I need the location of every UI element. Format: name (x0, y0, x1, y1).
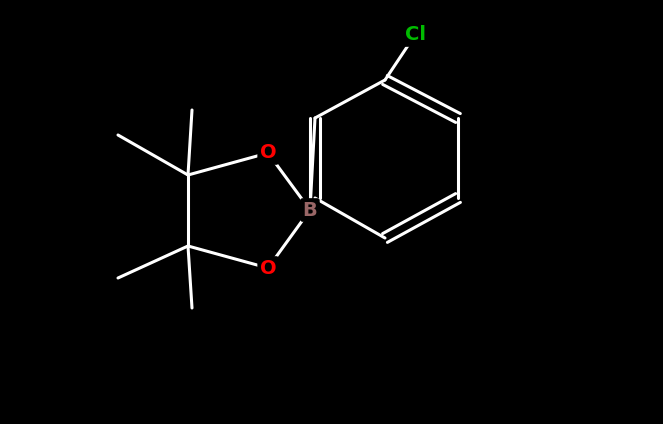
Text: Cl: Cl (404, 25, 426, 45)
Text: O: O (260, 259, 276, 277)
Text: O: O (260, 143, 276, 162)
Text: B: B (302, 201, 318, 220)
